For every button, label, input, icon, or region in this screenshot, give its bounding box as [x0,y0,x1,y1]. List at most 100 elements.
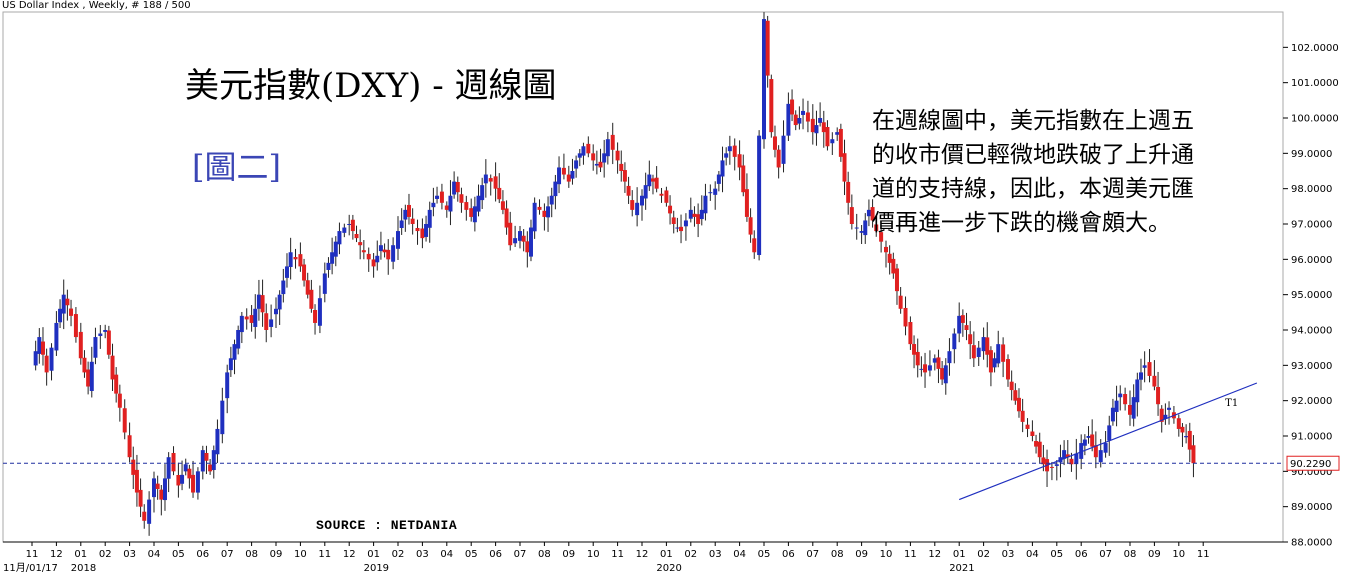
candle-down [171,452,176,472]
y-tick-label: 92.0000 [1291,396,1332,407]
x-year-label: 2018 [71,563,96,574]
candle-down [1159,408,1164,422]
x-tick-label: 03 [1002,549,1015,560]
candle-down [985,337,990,355]
candle-down [525,241,530,253]
candle-up [435,195,440,199]
x-tick-label: 10 [1172,549,1185,560]
x-tick-label: 04 [733,549,746,560]
candle-up [801,110,806,115]
candle-up [947,351,952,364]
commentary-line: 道的支持線，因此，本週美元匯 [872,176,1194,202]
candle-up [992,358,997,368]
candle-down [765,20,770,76]
candle-down [891,258,896,274]
candle-up [166,457,171,479]
candle-down [1034,441,1039,447]
candle-down [106,330,111,355]
x-tick-label: 06 [1075,549,1088,560]
candle-down [598,161,603,168]
candle-up [330,252,335,264]
candle-down [298,254,303,267]
candle-down [138,489,143,507]
candle-down [586,143,591,154]
x-tick-label: 04 [440,549,453,560]
candle-down [898,295,903,309]
x-tick-label: 06 [782,549,795,560]
x-year-label: 2019 [364,563,389,574]
candle-up [1184,436,1189,438]
candle-down [1006,359,1010,380]
x-tick-label: 01 [953,549,966,560]
x-tick-label: 11 [611,549,624,560]
candle-up [375,255,380,263]
x-tick-label: 11 [1197,549,1210,560]
candle-up [1110,407,1115,422]
candle-up [256,294,261,309]
candle-up [211,450,216,471]
candle-down [488,178,493,182]
candle-down [671,217,676,224]
candle-up [61,294,66,314]
candle-down [358,242,363,246]
candle-up [49,347,54,371]
candle-up [1131,397,1136,419]
candle-down [1013,390,1018,401]
candle-down [748,217,753,235]
candle-up [1118,393,1123,398]
candle-up [33,351,38,366]
candle-down [838,128,843,157]
candle-up [427,209,432,228]
candle-down [86,369,91,387]
candle-up [781,135,786,164]
candle-up [1054,464,1059,466]
candle-up [89,361,94,391]
candle-down [805,112,810,122]
x-tick-label: 03 [416,549,429,560]
x-tick-label: 04 [1026,549,1039,560]
candle-up [378,245,383,252]
candle-down [870,207,875,221]
candle-up [183,464,188,472]
x-tick-label: 10 [587,549,600,560]
candle-up [239,315,244,333]
x-tick-label: 03 [709,549,722,560]
candle-up [54,322,59,351]
candle-up [337,231,342,245]
candle-up [927,365,932,371]
figure-number-label: [圖二] [192,148,281,186]
candle-up [93,337,98,358]
candle-down [78,331,83,359]
candle-down [73,314,78,338]
candle-down [187,468,192,479]
candle-down [1069,458,1074,465]
x-tick-label: 09 [562,549,575,560]
candle-down [960,315,965,323]
candle-down [668,205,673,214]
candle-down [679,226,684,232]
candle-up [688,209,693,219]
candle-up [1135,379,1140,403]
candle-down [887,253,892,263]
candle-down [566,174,571,182]
candle-down [744,189,749,217]
candle-down [940,368,945,380]
candle-down [664,190,669,203]
candle-up [854,227,859,229]
y-tick-label: 98.0000 [1291,184,1332,195]
candle-up [220,400,225,435]
candle-down [936,357,941,369]
x-tick-label: 03 [123,549,136,560]
candle-up [152,478,156,498]
candle-up [713,188,718,195]
candle-up [830,139,835,144]
candle-up [814,125,819,134]
x-tick-label: 05 [465,549,478,560]
candle-down [846,181,851,203]
candle-up [957,315,962,334]
current-price-box [1286,455,1340,471]
candle-up [1079,443,1084,459]
candle-down [923,364,928,373]
candle-down [1030,431,1035,436]
candle-up [317,298,322,326]
